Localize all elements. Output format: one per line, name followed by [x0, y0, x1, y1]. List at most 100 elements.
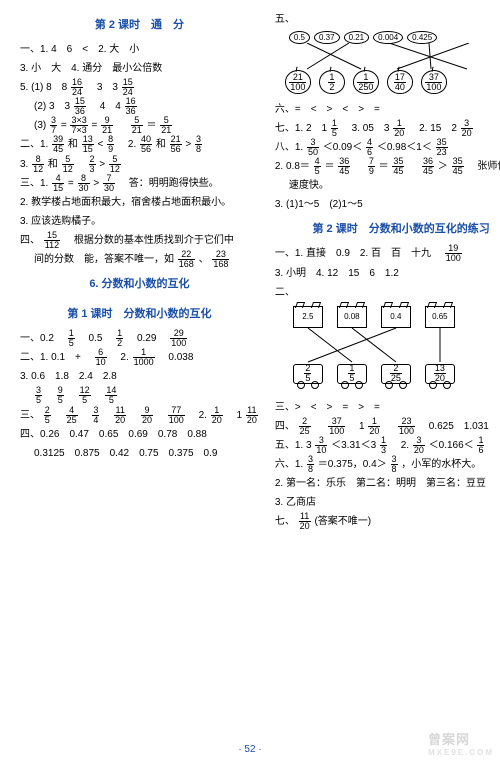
- fraction: 512: [62, 155, 74, 174]
- apple-icon: 21100: [285, 70, 311, 94]
- cart-icon: 1320: [425, 364, 455, 384]
- fraction: 38: [195, 135, 202, 154]
- fraction: 425: [66, 406, 78, 425]
- title-lesson-2b: 第 2 课时 分数和小数的互化的练习: [275, 220, 500, 236]
- card-icon: 0.4: [381, 306, 411, 328]
- fraction: 3545: [452, 157, 464, 176]
- text-line: 3. 812 和 512 23 > 512: [20, 155, 259, 174]
- fraction: 1624: [71, 78, 83, 97]
- text-line: 六、= < > < > =: [275, 100, 500, 119]
- text-line: 0.3125 0.875 0.42 0.75 0.375 0.9: [20, 444, 259, 463]
- fraction: 512: [109, 155, 121, 174]
- fraction: 120: [211, 406, 223, 425]
- fraction: 23168: [212, 250, 229, 269]
- fraction: 37100: [328, 417, 345, 436]
- fraction: 1120: [246, 406, 258, 425]
- apple-icon: 1740: [387, 70, 413, 94]
- fraction: 25: [44, 406, 51, 425]
- fraction: 23: [89, 155, 96, 174]
- fraction: 89: [107, 135, 114, 154]
- text-line: 3. 应该选购橘子。: [20, 212, 259, 231]
- text-line: 四、 15112 根据分数的基本性质找到介于它们中: [20, 231, 259, 250]
- fraction: 830: [78, 174, 90, 193]
- fraction: 15112: [44, 231, 60, 250]
- fraction: 38: [391, 455, 398, 474]
- fraction: 1636: [125, 97, 137, 116]
- match-lines: [293, 328, 473, 364]
- apple-icon: 1250: [353, 70, 379, 94]
- fraction: 11000: [133, 348, 155, 367]
- text-line: 3. 小 大 4. 通分 最小公倍数: [20, 59, 259, 78]
- fraction: 1120: [299, 512, 311, 531]
- fraction: 15: [68, 329, 75, 348]
- fraction: 37: [50, 116, 57, 135]
- fraction: 3×37×3: [70, 116, 87, 135]
- cards-bot-row: 25 15 225 1320: [293, 364, 455, 384]
- text-line: 2. 0.8＝ 45 ＝ 3645 79 ＝ 3545 3645 ＞ 3545 …: [275, 157, 500, 176]
- text-line: 八、1. 350 ＜0.09＜ 46 ＜0.98＜1＜ 3523: [275, 138, 500, 157]
- text-line: 二、1. 3945 和 1315 < 89 2. 4056 和 2156 > 3…: [20, 135, 259, 154]
- fraction: 22168: [178, 250, 195, 269]
- fraction: 145: [105, 386, 117, 405]
- text-line: 速度快。: [275, 176, 500, 195]
- fraction: 3945: [52, 135, 64, 154]
- text-line: 三、 25 425 34 1120 920 77100 2. 120 1 112…: [20, 406, 259, 425]
- text-line: (3) 37 = 3×37×3 = 921 521 ＝ 521: [20, 116, 259, 135]
- fraction: 120: [368, 417, 380, 436]
- text-line: 四、 225 37100 1 120 23100 0.625 1.031: [275, 417, 500, 436]
- text-line: 七、1. 2 1 15 3. 05 3 120 2. 15 2 320: [275, 119, 500, 138]
- label-five: 五、: [275, 10, 500, 29]
- fraction: 225: [299, 417, 311, 436]
- fraction: 812: [32, 155, 44, 174]
- fraction: 15: [331, 119, 338, 138]
- text-line: 一、1. 4 6 < 2. 大 小: [20, 40, 259, 59]
- fraction: 415: [52, 174, 64, 193]
- matching-diagram-1: 0.5 0.37 0.21 0.004 0.425 21100 12 1250 …: [275, 29, 500, 100]
- fraction: 46: [366, 138, 373, 157]
- apple-icon: 37100: [421, 70, 447, 94]
- page: 第 2 课时 通 分 一、1. 4 6 < 2. 大 小 3. 小 大 4. 通…: [0, 0, 500, 720]
- cart-icon: 15: [337, 364, 367, 384]
- fraction: 35: [35, 386, 42, 405]
- cart-icon: 25: [293, 364, 323, 384]
- fraction: 19100: [445, 244, 462, 263]
- fraction: 45: [314, 157, 321, 176]
- fraction: 3545: [392, 157, 404, 176]
- fraction: 23100: [398, 417, 415, 436]
- fraction: 16: [477, 436, 484, 455]
- text-line: 二、1. 0.1 + 610 2. 11000 0.038: [20, 348, 259, 367]
- title-section-6: 6. 分数和小数的互化: [20, 275, 259, 291]
- text-line: 2. 第一名：乐乐 第二名：明明 第三名：豆豆: [275, 474, 500, 493]
- matching-diagram-2: 2.5 0.08 0.4 0.65 25 15 225 1320: [275, 306, 500, 394]
- fraction: 350: [307, 138, 319, 157]
- match-lines: [289, 43, 489, 73]
- text-line: 三、> < > = > =: [275, 398, 500, 417]
- text-line: 一、1. 直接 0.9 2. 百 百 十九 19100: [275, 244, 500, 263]
- fraction: 4056: [140, 135, 152, 154]
- fraction: 13: [380, 436, 387, 455]
- fraction: 34: [92, 406, 99, 425]
- cart-icon: 225: [381, 364, 411, 384]
- watermark-text: 曾案网: [428, 732, 470, 747]
- fraction: 77100: [168, 406, 185, 425]
- text-line: 三、1. 415 = 830 > 730 答：明明跑得快些。: [20, 174, 259, 193]
- fraction: 1120: [114, 406, 126, 425]
- text-line: 3. (1)1～5 (2)1～5: [275, 195, 500, 214]
- text-line: 2. 教学楼占地面积最大，宿舍楼占地面积最小。: [20, 193, 259, 212]
- right-column: 五、 0.5 0.37 0.21 0.004 0.425 21100 12 12…: [267, 10, 500, 720]
- fraction: 12: [116, 329, 123, 348]
- text-line: 3. 乙商店: [275, 493, 500, 512]
- fraction: 310: [315, 436, 327, 455]
- fraction: 521: [131, 116, 143, 135]
- fraction: 3645: [422, 157, 434, 176]
- text-line: 五、1. 3 310 ＜3.31＜3 13 2. 320 ＜0.166＜ 16: [275, 436, 500, 455]
- apple-icon: 12: [319, 70, 345, 94]
- text-line: 六、1. 38 ＝0.375，0.4＞ 38 ，小军的水杯大。: [275, 455, 500, 474]
- text-line: (2) 3 3 1536 4 4 1636: [20, 97, 259, 116]
- text-line: 间的分数 能，答案不唯一，如 22168 、 23168: [20, 250, 259, 269]
- label-two: 二、: [275, 283, 500, 302]
- card-icon: 0.08: [337, 306, 367, 328]
- fraction: 3645: [338, 157, 350, 176]
- fraction: 730: [103, 174, 115, 193]
- title-lesson-1: 第 1 课时 分数和小数的互化: [20, 305, 259, 321]
